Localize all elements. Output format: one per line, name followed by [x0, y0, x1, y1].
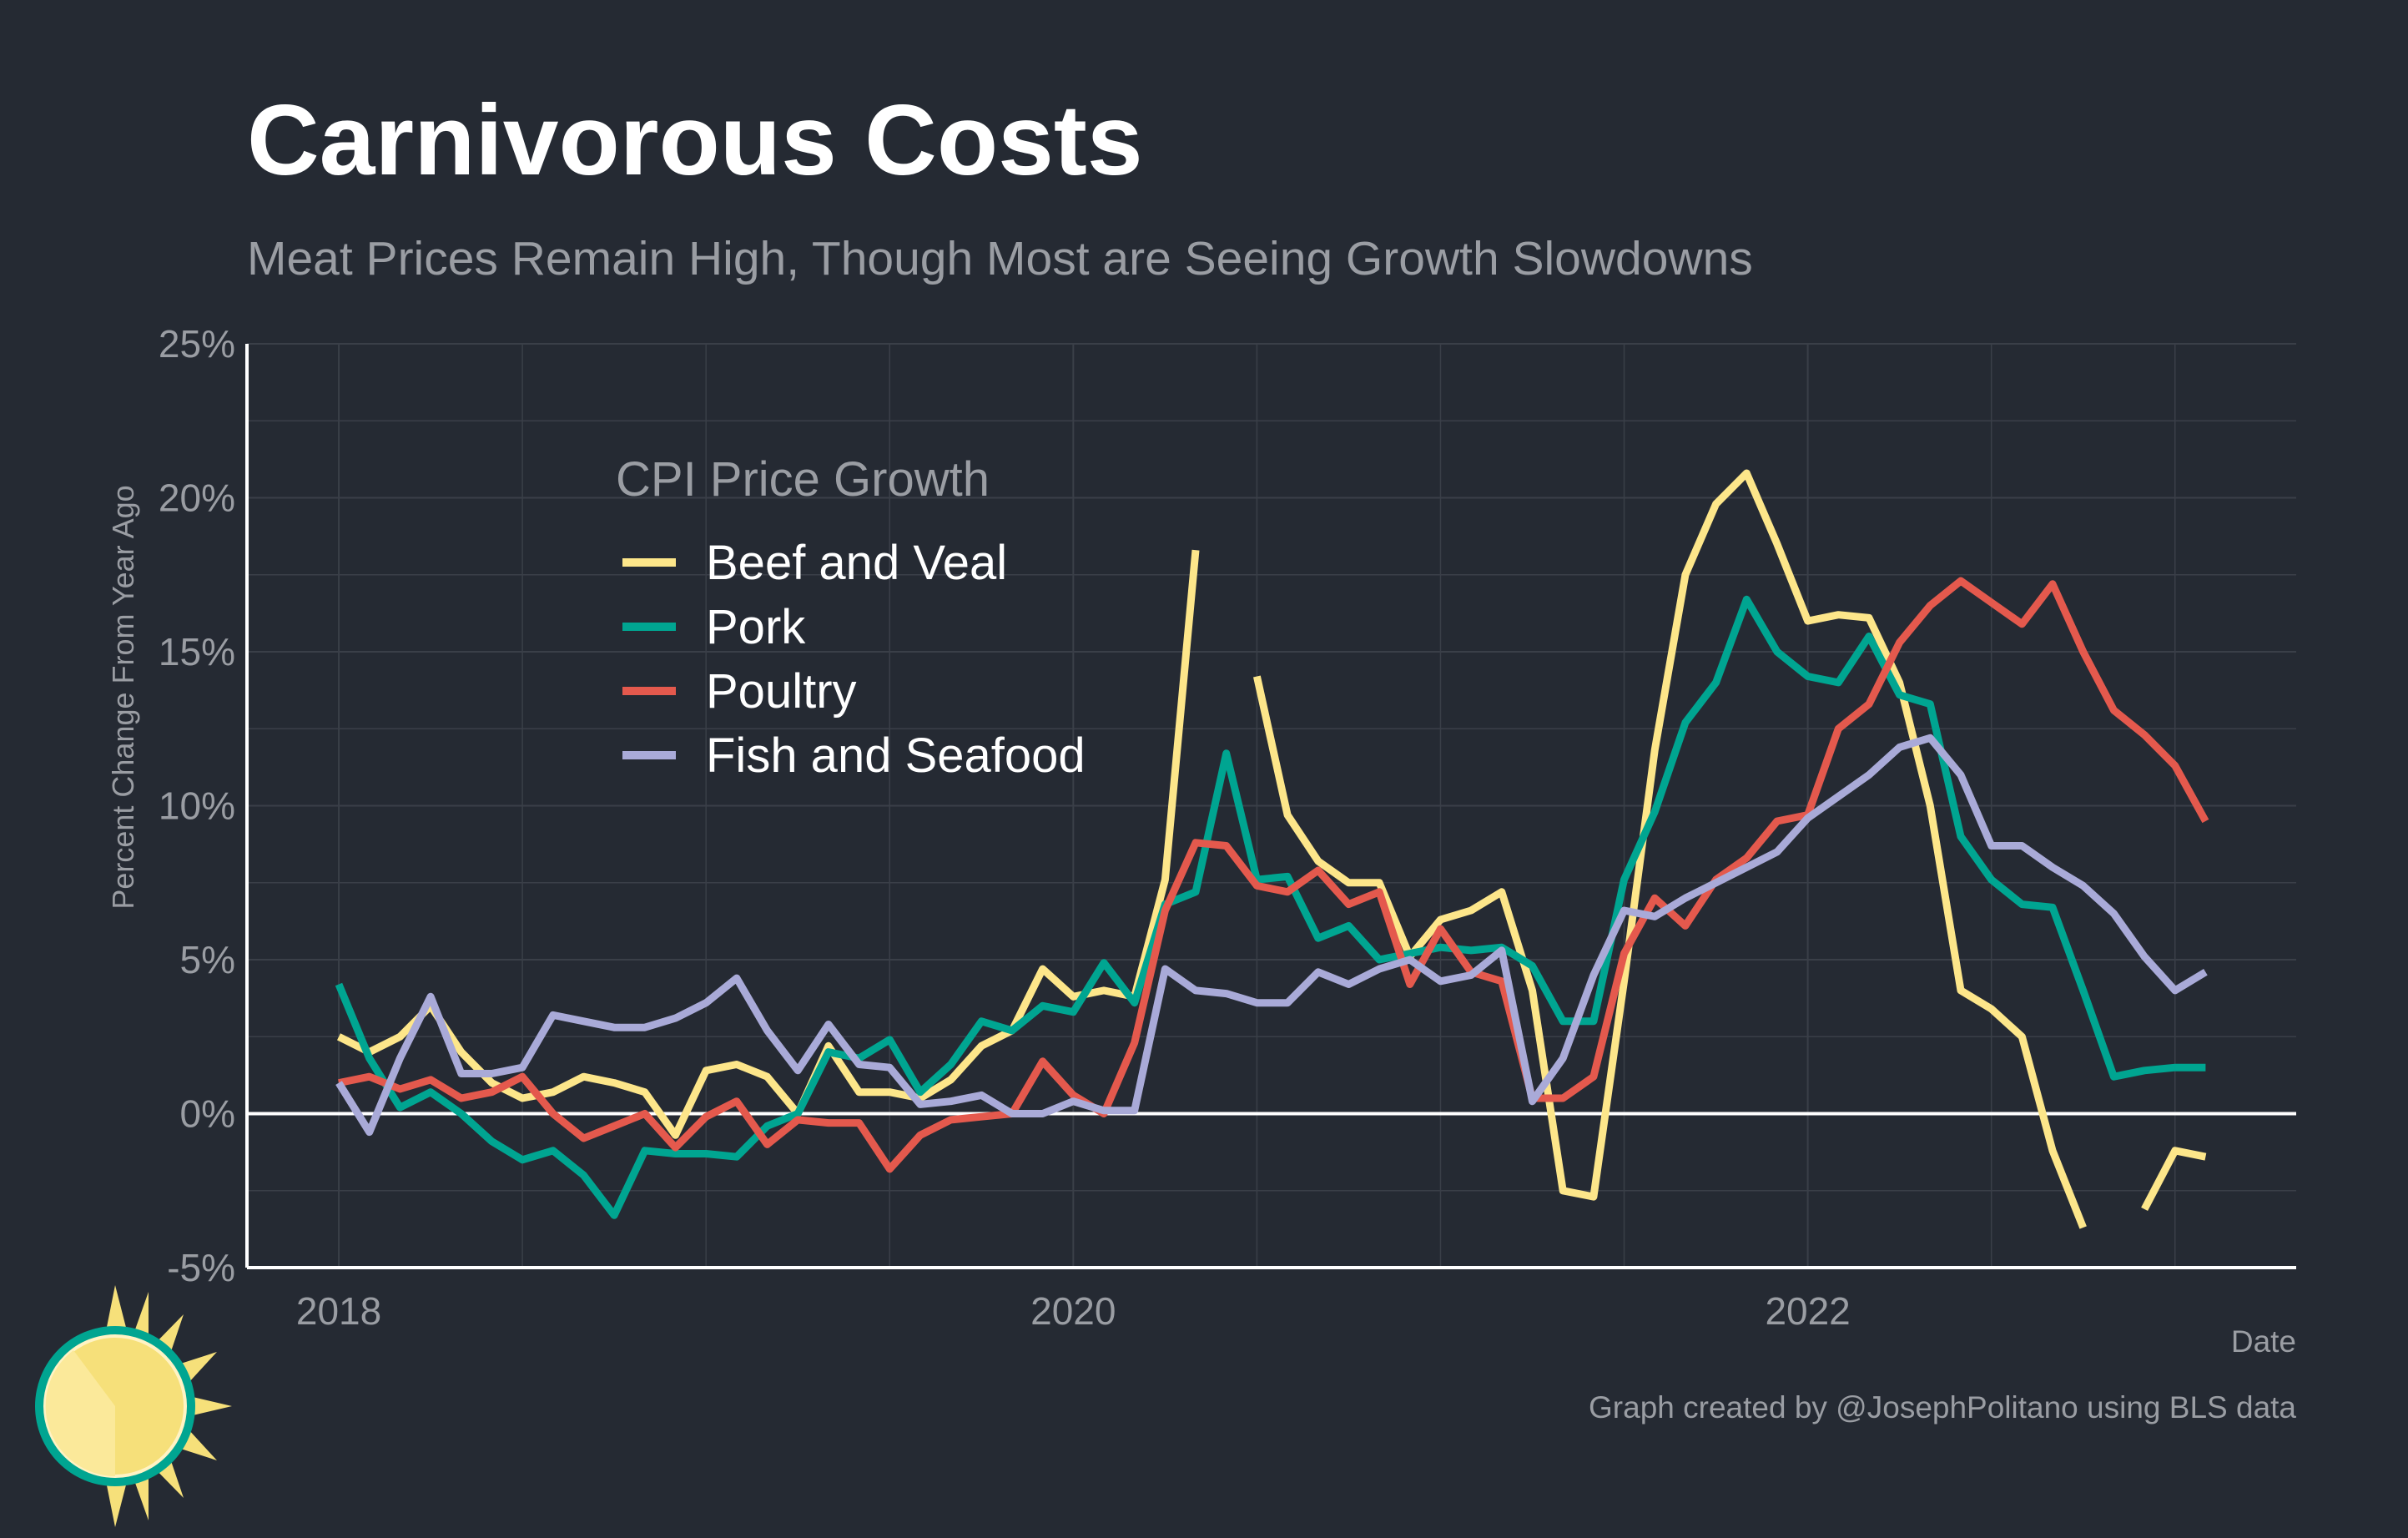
series-line-poultry [338, 577, 2209, 1173]
y-tick-label: 10% [159, 784, 235, 828]
source-caption: Graph created by @JosephPolitano using B… [1589, 1390, 2296, 1425]
y-tick-label: 15% [159, 630, 235, 673]
series-line-fish-and-seafood [335, 734, 2208, 1137]
sun-logo-icon [35, 1285, 232, 1527]
legend-label: Beef and Veal [706, 536, 1007, 590]
x-tick-label: 2022 [1765, 1289, 1850, 1333]
y-tick-label: 25% [159, 322, 235, 366]
legend-label: Pork [706, 600, 806, 654]
legend-label: Fish and Seafood [706, 729, 1086, 783]
y-tick-label: 5% [180, 938, 235, 981]
legend-label: Poultry [706, 664, 857, 719]
y-tick-label: 20% [159, 477, 235, 520]
y-tick-label: -5% [167, 1246, 235, 1289]
x-tick-label: 2018 [296, 1289, 381, 1333]
x-tick-label: 2020 [1030, 1289, 1116, 1333]
y-tick-label: 0% [180, 1092, 235, 1136]
y-axis-title: Percent Change From Year Ago [106, 485, 140, 909]
legend-title: CPI Price Growth [616, 452, 990, 507]
chart-subtitle: Meat Prices Remain High, Though Most are… [247, 232, 1753, 285]
series-line-pork [335, 595, 2206, 1219]
x-axis-title: Date [2231, 1324, 2296, 1359]
chart-title: Carnivorous Costs [247, 84, 1143, 196]
